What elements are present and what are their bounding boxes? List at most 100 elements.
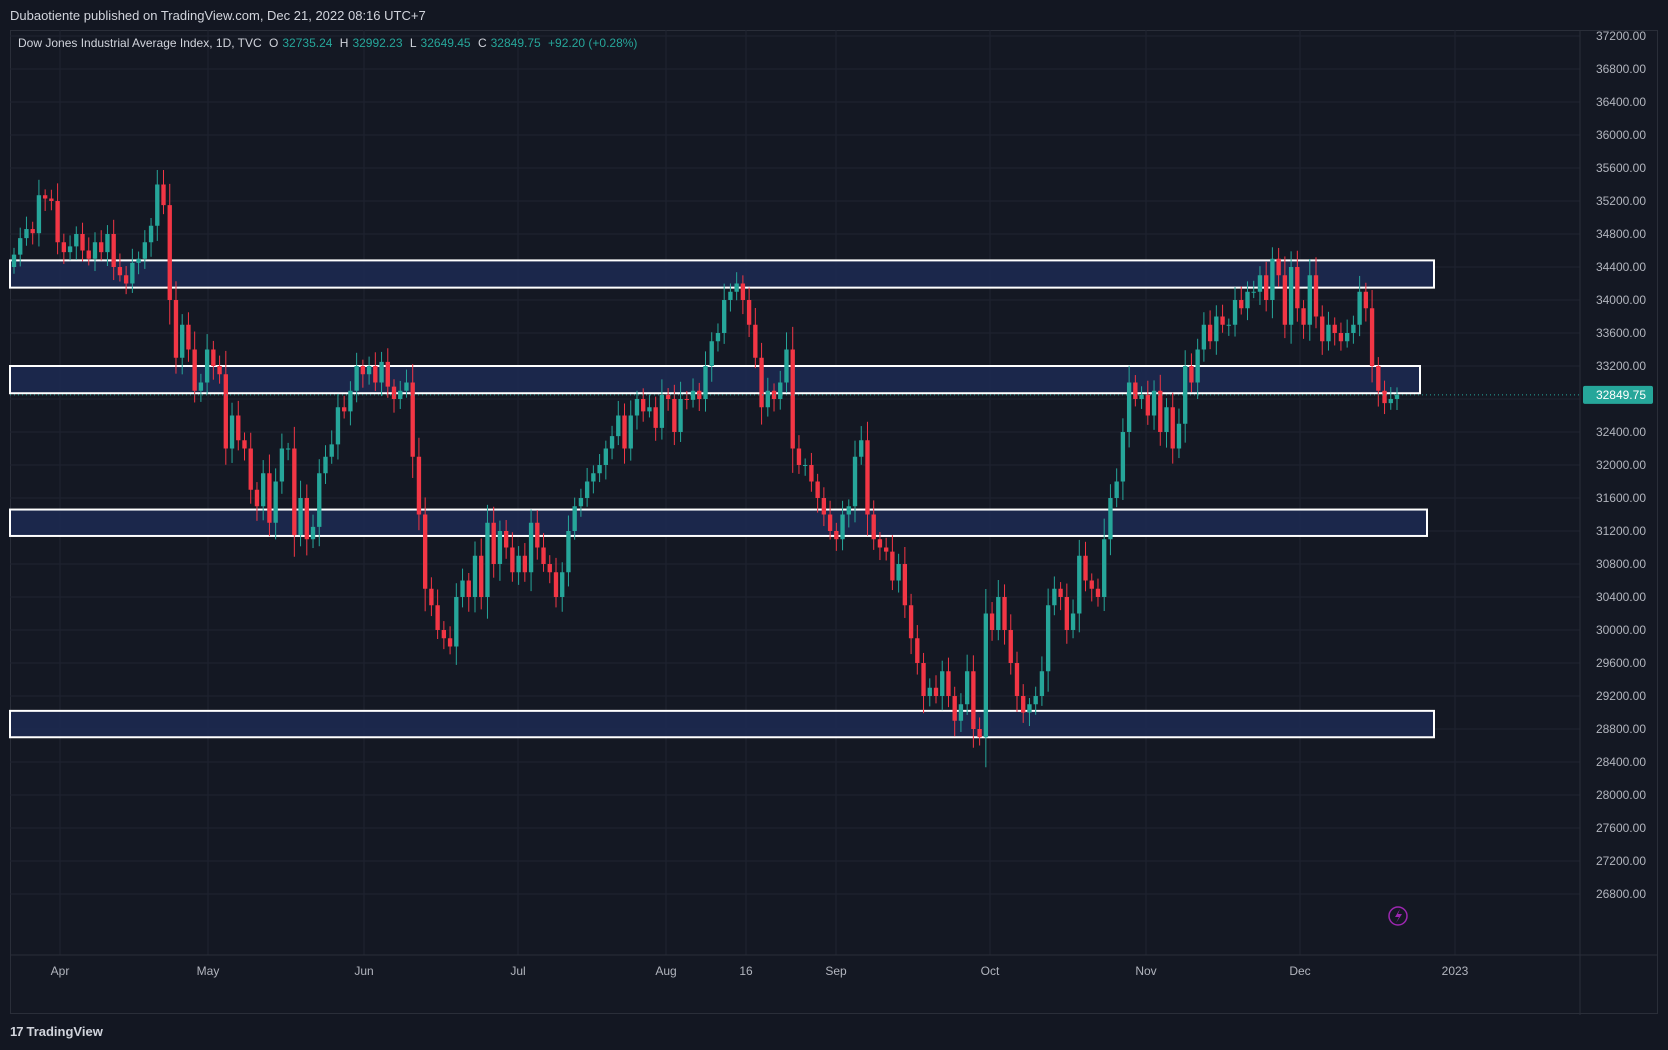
candle-body — [678, 399, 683, 432]
candle-body — [304, 498, 309, 540]
candle-body — [273, 481, 278, 523]
candle-body — [42, 195, 48, 199]
candle-body — [11, 254, 17, 267]
candle-body — [1083, 555, 1088, 581]
candle-body — [1058, 588, 1063, 597]
candle-body — [510, 547, 515, 573]
candle-body — [1220, 316, 1225, 325]
candle-body — [1276, 258, 1281, 276]
candle-body — [809, 465, 814, 482]
candle-body — [665, 394, 671, 399]
candle-body — [186, 324, 191, 350]
candle-body — [447, 638, 453, 647]
candle-body — [641, 399, 646, 412]
candle-body — [940, 671, 945, 696]
candle-body — [1039, 671, 1045, 696]
candle-body — [217, 366, 222, 375]
candle-body — [609, 436, 615, 449]
candle-body — [977, 729, 982, 738]
price-tick-label: 36800.00 — [1596, 62, 1646, 76]
candle-body — [553, 572, 559, 597]
candle-body — [211, 349, 216, 366]
candle-body — [123, 275, 129, 284]
candle-body — [784, 349, 789, 383]
candle-body — [130, 262, 135, 284]
candle-body — [92, 242, 98, 259]
candle-body — [865, 440, 870, 515]
candle-body — [1045, 605, 1051, 672]
candle-body — [871, 514, 876, 540]
candle-body — [653, 407, 658, 428]
candle-body — [1021, 696, 1026, 713]
candle-body — [285, 448, 291, 450]
candle-body — [690, 390, 696, 400]
candle-body — [1033, 696, 1038, 705]
support-resistance-zone — [9, 259, 1435, 289]
candle-body — [435, 605, 440, 630]
change-value: +92.20 (+0.28%) — [548, 36, 638, 50]
candle-body — [1307, 275, 1312, 325]
candle-body — [148, 225, 154, 243]
candle-body — [1195, 349, 1200, 383]
price-axis: 37200.00 36800.00 36400.00 36000.00 35600.00… — [1596, 29, 1646, 901]
price-tick-label: 33600.00 — [1596, 326, 1646, 340]
candle-body — [279, 448, 285, 482]
candle-body — [591, 473, 596, 482]
candle-body — [603, 448, 608, 465]
candle-body — [236, 415, 241, 441]
candle-body — [1376, 366, 1381, 391]
candle-body — [827, 514, 833, 531]
candle-body — [883, 547, 889, 552]
candle-body — [1133, 382, 1138, 399]
candle-body — [416, 456, 422, 515]
candle-body — [429, 588, 434, 606]
candle-body — [1207, 324, 1213, 342]
price-tick-label: 36000.00 — [1596, 128, 1646, 142]
time-tick-label: 2023 — [1442, 964, 1469, 978]
support-resistance-zone — [9, 709, 1435, 739]
candle-body — [1232, 300, 1238, 325]
candle-body — [560, 572, 565, 597]
candle-body — [1301, 308, 1306, 325]
candle-body — [422, 514, 428, 589]
candle-body — [1264, 275, 1269, 300]
candle-body — [503, 531, 509, 548]
low-label: L — [409, 36, 417, 50]
candle-body — [248, 448, 253, 490]
last-price-label: 32849.75 — [1583, 385, 1653, 404]
support-resistance-zone — [9, 508, 1428, 537]
candle-body — [136, 258, 141, 263]
candle-body — [728, 291, 733, 300]
lightning-icon-bolt — [1395, 909, 1402, 923]
candle-body — [902, 564, 908, 606]
price-tick-label: 32400.00 — [1596, 425, 1646, 439]
candle-body — [1313, 275, 1319, 317]
candle-body — [1002, 597, 1007, 630]
candle-body — [684, 399, 689, 400]
time-tick-label: Apr — [51, 964, 70, 978]
candle-body — [310, 526, 316, 540]
candle-body — [821, 498, 827, 515]
close-value: 32849.75 — [490, 36, 541, 50]
candle-body — [1170, 407, 1175, 449]
candle-body — [1176, 423, 1182, 449]
candle-body — [1114, 481, 1119, 498]
candle-body — [1357, 291, 1362, 325]
price-tick-label: 33200.00 — [1596, 359, 1646, 373]
candle-body — [572, 506, 577, 531]
candle-body — [1070, 613, 1076, 630]
tradingview-logo[interactable]: 17 TradingView — [10, 1024, 103, 1039]
candle-body — [1251, 291, 1256, 293]
candle-body — [485, 522, 490, 597]
candle-body — [142, 242, 147, 259]
candle-body — [796, 448, 802, 465]
candle-body — [933, 687, 939, 696]
time-tick-label: Oct — [981, 964, 1000, 978]
candle-body — [759, 357, 764, 408]
brand-name: TradingView — [26, 1024, 103, 1039]
candle-body — [229, 415, 235, 449]
candle-body — [778, 382, 783, 399]
candle-body — [547, 564, 552, 573]
candle-body — [634, 399, 640, 416]
